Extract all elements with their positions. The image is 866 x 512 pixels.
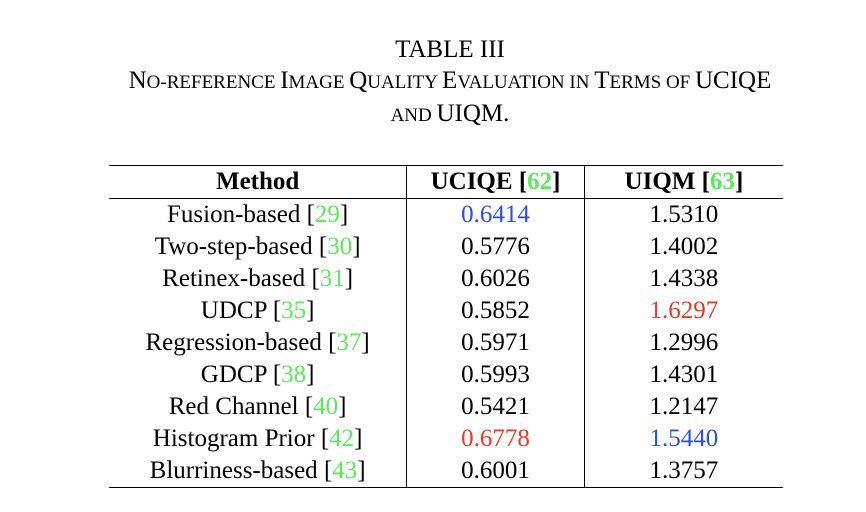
uciqe-cell: 0.5421 bbox=[406, 391, 585, 423]
uciqe-cell: 0.5852 bbox=[406, 295, 585, 327]
caption-text-small: MAGE bbox=[288, 72, 350, 93]
uciqe-cell: 0.5971 bbox=[406, 327, 585, 359]
method-cell: UDCP [35] bbox=[109, 295, 408, 327]
caption-text: Q bbox=[349, 67, 368, 94]
caption-text: I bbox=[280, 67, 289, 94]
uciqe-cell: 0.5776 bbox=[406, 231, 585, 263]
citation-link[interactable]: 42 bbox=[329, 425, 355, 452]
table-row: Histogram Prior [42] 0.6778 1.5440 bbox=[109, 423, 783, 455]
uciqe-cell: 0.6414 bbox=[406, 198, 585, 231]
uiqm-cell: 1.6297 bbox=[649, 297, 719, 324]
uiqm-cell: 1.2147 bbox=[649, 393, 719, 420]
uiqm-cell: 1.5310 bbox=[649, 201, 719, 228]
caption-text: T bbox=[594, 67, 610, 94]
table-row: Fusion-based [29] 0.6414 1.5310 bbox=[109, 198, 783, 231]
citation-link[interactable]: 30 bbox=[327, 233, 353, 260]
uiqm-cell: 1.2996 bbox=[649, 329, 719, 356]
uciqe-cell: 0.6778 bbox=[406, 423, 585, 455]
table-row: Two-step-based [30] 0.5776 1.4002 bbox=[109, 231, 783, 263]
uiqm-cell: 1.4338 bbox=[649, 265, 719, 292]
citation-link[interactable]: 31 bbox=[319, 265, 345, 292]
uciqe-cell: 0.6026 bbox=[406, 263, 585, 295]
caption-text-small: AND bbox=[390, 105, 437, 126]
results-table-container: Method UCIQE [62] UIQM [63] Fusion-based… bbox=[109, 165, 783, 488]
citation-link[interactable]: 37 bbox=[336, 329, 362, 356]
method-cell: Blurriness-based [43] bbox=[109, 455, 408, 488]
table-row: Retinex-based [31] 0.6026 1.4338 bbox=[109, 263, 783, 295]
caption-text: N bbox=[128, 67, 147, 94]
uciqe-cell: 0.6001 bbox=[406, 455, 585, 488]
table-row: UDCP [35] 0.5852 1.6297 bbox=[109, 295, 783, 327]
caption-text-small: VALUATION IN bbox=[457, 72, 595, 93]
caption-text: UCIQE bbox=[695, 67, 772, 94]
table-caption: TABLE III NO-REFERENCE IMAGE QUALITY EVA… bbox=[0, 34, 866, 131]
header-method: Method bbox=[109, 165, 408, 199]
citation-link[interactable]: 62 bbox=[527, 168, 553, 195]
caption-text-small: UALITY bbox=[367, 72, 443, 93]
citation-link[interactable]: 29 bbox=[314, 201, 340, 228]
uiqm-cell: 1.3757 bbox=[649, 457, 719, 484]
method-cell: Two-step-based [30] bbox=[109, 231, 408, 263]
citation-link[interactable]: 63 bbox=[709, 168, 735, 195]
citation-link[interactable]: 43 bbox=[332, 457, 358, 484]
table-title-line-2: AND UIQM. bbox=[0, 98, 866, 131]
table-label: TABLE III bbox=[395, 36, 505, 63]
caption-text: UIQM. bbox=[436, 100, 510, 127]
caption-text-small: O-REFERENCE bbox=[146, 72, 281, 93]
caption-text: E bbox=[442, 67, 458, 94]
method-cell: GDCP [38] bbox=[109, 359, 408, 391]
header-row: Method UCIQE [62] UIQM [63] bbox=[109, 165, 783, 199]
method-cell: Fusion-based [29] bbox=[109, 198, 408, 231]
header-uciqe: UCIQE [62] bbox=[406, 165, 585, 199]
table-row: Blurriness-based [43] 0.6001 1.3757 bbox=[109, 455, 783, 488]
caption-text-small: ERMS OF bbox=[609, 72, 695, 93]
citation-link[interactable]: 35 bbox=[281, 297, 307, 324]
table-title-line-1: NO-REFERENCE IMAGE QUALITY EVALUATION IN… bbox=[0, 65, 866, 98]
method-cell: Red Channel [40] bbox=[109, 391, 408, 423]
table-row: Regression-based [37] 0.5971 1.2996 bbox=[109, 327, 783, 359]
citation-link[interactable]: 38 bbox=[281, 361, 307, 388]
method-cell: Retinex-based [31] bbox=[109, 263, 408, 295]
uiqm-cell: 1.4002 bbox=[649, 233, 719, 260]
uiqm-cell: 1.5440 bbox=[649, 425, 719, 452]
table-row: GDCP [38] 0.5993 1.4301 bbox=[109, 359, 783, 391]
method-cell: Regression-based [37] bbox=[109, 327, 408, 359]
uiqm-cell: 1.4301 bbox=[649, 361, 719, 388]
results-table: Method UCIQE [62] UIQM [63] Fusion-based… bbox=[109, 165, 783, 488]
uciqe-cell: 0.5993 bbox=[406, 359, 585, 391]
header-uiqm: UIQM [63] bbox=[584, 165, 783, 199]
method-cell: Histogram Prior [42] bbox=[109, 423, 408, 455]
table-body: Fusion-based [29] 0.6414 1.5310 Two-step-ba… bbox=[109, 198, 783, 488]
table-row: Red Channel [40] 0.5421 1.2147 bbox=[109, 391, 783, 423]
citation-link[interactable]: 40 bbox=[313, 393, 339, 420]
